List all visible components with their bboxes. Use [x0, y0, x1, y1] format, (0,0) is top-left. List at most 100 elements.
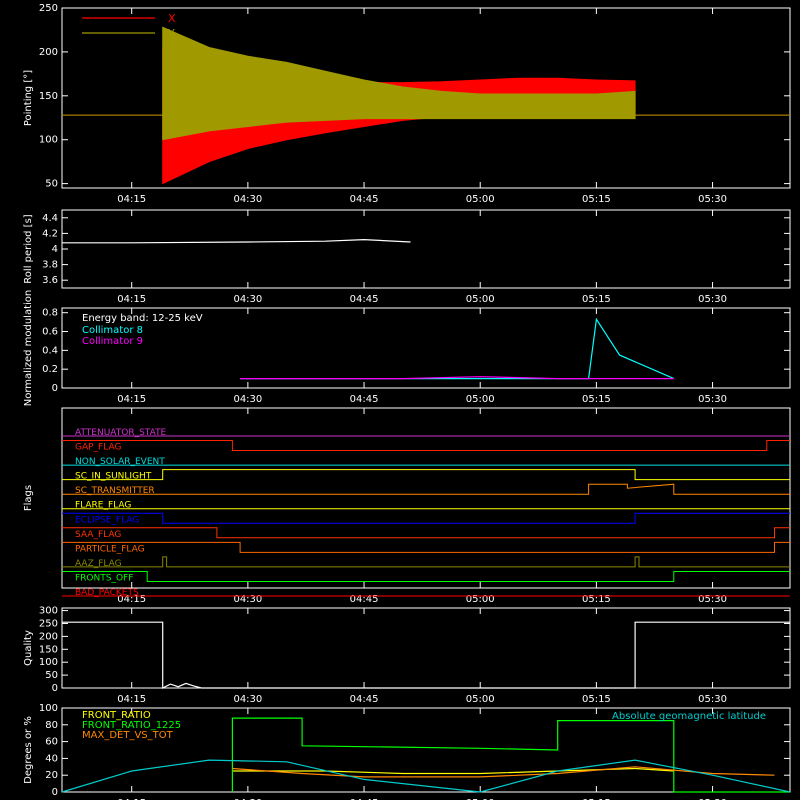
x-tick-label: 05:30	[698, 194, 727, 205]
y-tick-label: 80	[45, 720, 58, 731]
x-tick-label: 05:00	[466, 594, 495, 605]
flag-label: SC_TRANSMITTER	[75, 486, 155, 496]
flag-label: AAZ_FLAG	[75, 559, 122, 569]
y-tick-label: 100	[39, 657, 58, 668]
panel-5-frame	[61, 707, 791, 793]
panel-0-ylabel: Pointing [°]	[23, 70, 34, 126]
panel-2-frame	[61, 307, 791, 389]
flag-label: BAD_PACKETS	[75, 588, 139, 598]
y-tick-label: 250	[39, 618, 58, 629]
y-tick-label: 50	[45, 670, 58, 681]
y-tick-label: 3.8	[42, 260, 58, 271]
x-tick-label: 04:15	[117, 194, 146, 205]
panel-1-ylabel: Roll period [s]	[23, 214, 34, 283]
series-line	[61, 759, 791, 793]
x-tick-label: 04:30	[233, 194, 262, 205]
legend-label: Collimator 8	[82, 325, 143, 336]
y-tick-label: 40	[45, 753, 58, 764]
legend-label: FRONT_RATIO	[82, 710, 151, 721]
x-tick-label: 05:00	[466, 194, 495, 205]
panel-3-ylabel: Flags	[23, 485, 34, 511]
y-tick-label: 3.6	[42, 275, 58, 286]
y-tick-label: 50	[45, 179, 58, 190]
x-tick-label: 04:45	[350, 594, 379, 605]
series-band	[62, 26, 790, 141]
x-tick-label: 04:45	[350, 194, 379, 205]
x-tick-label: 05:15	[582, 194, 611, 205]
y-tick-label: 4.4	[42, 213, 58, 224]
series-line	[62, 621, 790, 689]
y-tick-label: 150	[39, 91, 58, 102]
flag-label: SC_IN_SUNLIGHT	[75, 472, 152, 482]
flag-label: PARTICLE_FLAG	[75, 544, 145, 554]
x-tick-label: 05:00	[466, 798, 495, 800]
panel-2-annotation: Energy band: 12-25 keV	[82, 313, 203, 324]
series-line	[231, 717, 790, 793]
flag-trace	[62, 483, 790, 495]
x-tick-label: 04:30	[233, 694, 262, 705]
flag-trace	[62, 440, 790, 451]
x-tick-label: 05:00	[466, 694, 495, 705]
series-line	[240, 376, 674, 380]
x-tick-label: 05:30	[698, 294, 727, 305]
x-tick-label: 05:00	[466, 294, 495, 305]
x-tick-label: 05:30	[698, 394, 727, 405]
legend-label: X	[168, 12, 176, 25]
legend-label: FRONT_RATIO_1225	[82, 720, 181, 731]
y-tick-label: 200	[39, 47, 58, 58]
x-tick-label: 05:15	[582, 294, 611, 305]
flag-trace	[62, 556, 790, 568]
legend-label: Y	[167, 27, 175, 40]
y-tick-label: 4	[52, 244, 58, 255]
flag-label: FRONTS_OFF	[75, 573, 133, 583]
y-tick-label: 250	[39, 3, 58, 14]
x-tick-label: 05:15	[582, 694, 611, 705]
x-tick-label: 04:45	[350, 394, 379, 405]
y-tick-label: 0.4	[42, 345, 58, 356]
x-tick-label: 04:45	[350, 294, 379, 305]
y-tick-label: 100	[39, 135, 58, 146]
x-tick-label: 04:30	[233, 594, 262, 605]
y-tick-label: 60	[45, 737, 58, 748]
flag-label: FLARE_FLAG	[75, 501, 131, 511]
x-tick-label: 04:15	[117, 394, 146, 405]
y-tick-label: 0	[52, 383, 58, 394]
y-tick-label: 0.8	[42, 308, 58, 319]
x-tick-label: 05:30	[698, 798, 727, 800]
flag-label: ATTENUATOR_STATE	[75, 428, 167, 438]
x-tick-label: 04:45	[350, 798, 379, 800]
x-tick-label: 04:15	[117, 594, 146, 605]
x-tick-label: 05:30	[698, 594, 727, 605]
y-tick-label: 0.2	[42, 364, 58, 375]
x-tick-label: 04:45	[350, 694, 379, 705]
x-tick-label: 05:00	[466, 394, 495, 405]
flag-label: ECLIPSE_FLAG	[75, 515, 139, 525]
panel-2-ylabel: Normalized modulation	[23, 290, 34, 407]
x-tick-label: 04:30	[233, 394, 262, 405]
panel-0-frame	[61, 7, 791, 189]
flag-label: NON_SOLAR_EVENT	[75, 457, 165, 467]
flag-label: SAA_FLAG	[75, 530, 121, 540]
flag-trace	[62, 469, 790, 481]
x-tick-label: 05:15	[582, 798, 611, 800]
x-tick-label: 04:15	[117, 294, 146, 305]
flag-trace	[62, 527, 790, 539]
panel-5-ylabel: Degrees or %	[23, 716, 34, 784]
y-tick-label: 0	[52, 787, 58, 798]
y-tick-label: 200	[39, 631, 58, 642]
flag-trace	[62, 512, 790, 524]
x-tick-label: 04:30	[233, 294, 262, 305]
series-line	[62, 238, 411, 244]
y-tick-label: 100	[39, 703, 58, 714]
y-tick-label: 4.2	[42, 228, 58, 239]
y-tick-label: 0	[52, 683, 58, 694]
y-tick-label: 300	[39, 606, 58, 617]
x-tick-label: 04:30	[233, 798, 262, 800]
panel-3-frame	[61, 407, 791, 589]
x-tick-label: 04:15	[117, 694, 146, 705]
panel-4-ylabel: Quality	[23, 630, 34, 666]
x-tick-label: 05:15	[582, 394, 611, 405]
x-tick-label: 04:15	[117, 798, 146, 800]
y-tick-label: 0.6	[42, 327, 58, 338]
